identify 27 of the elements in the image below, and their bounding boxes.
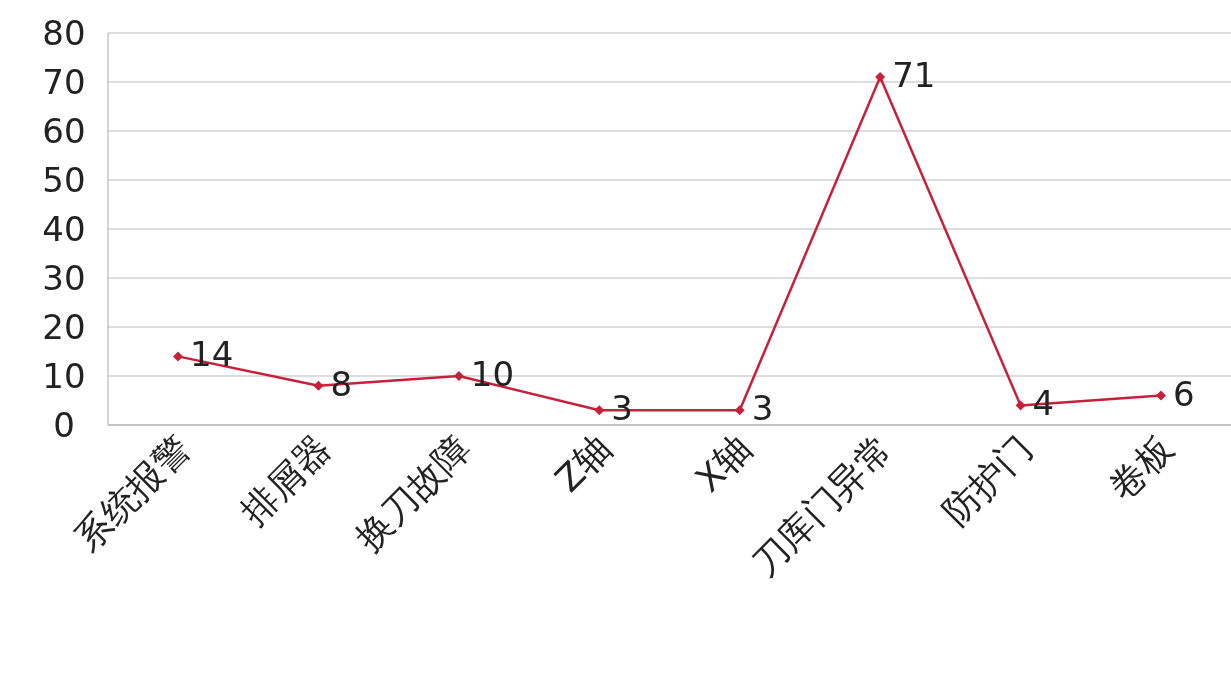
point <box>313 380 324 391</box>
y-tick-label: 10 <box>42 356 86 397</box>
x-tick-label: 卷板 <box>1100 427 1181 508</box>
y-tick-label: 40 <box>42 209 86 250</box>
x-tick-label: 换刀故障 <box>347 427 479 559</box>
x-tick-label: Z轴 <box>547 427 619 500</box>
x-tick-label: 排屑器 <box>232 427 339 534</box>
x-tick-label: X轴 <box>687 427 760 500</box>
y-tick-label: 80 <box>42 13 86 54</box>
point <box>173 351 183 362</box>
point <box>1156 390 1166 401</box>
point <box>875 72 886 83</box>
data-label: 3 <box>751 388 774 429</box>
point <box>734 405 745 416</box>
point <box>1015 400 1026 411</box>
y-tick-label: 50 <box>42 160 86 201</box>
data-label: 10 <box>470 354 515 395</box>
y-tick-label: 0 <box>53 405 75 446</box>
y-tick-label: 70 <box>42 62 86 103</box>
y-tick-label: 60 <box>42 111 86 152</box>
data-label: 6 <box>1173 373 1195 414</box>
data-label: 71 <box>892 55 936 96</box>
x-tick-label: 防护门 <box>934 427 1041 534</box>
point <box>453 371 464 381</box>
point <box>594 405 605 416</box>
y-tick-label: 30 <box>42 258 86 299</box>
y-tick-label: 20 <box>42 307 86 348</box>
